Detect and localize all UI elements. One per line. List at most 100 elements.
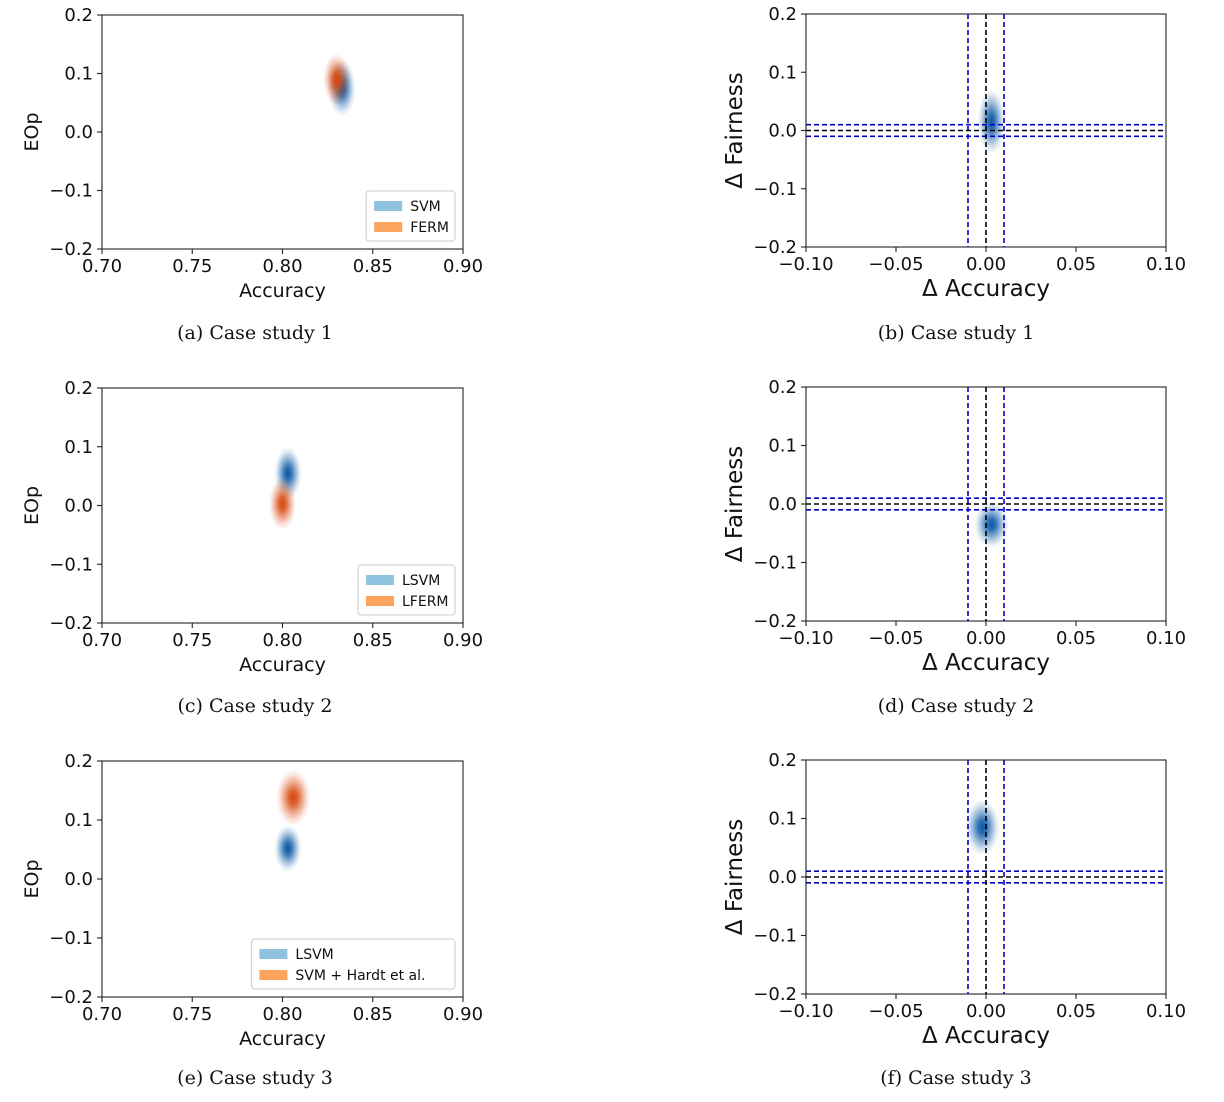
y-tick-label: 0.2	[64, 5, 93, 26]
x-tick-label: 0.05	[1056, 628, 1096, 649]
y-tick-label: 0.2	[64, 378, 93, 399]
x-axis-label: Δ Accuracy	[922, 276, 1050, 302]
x-tick-label: 0.80	[262, 256, 302, 277]
y-tick-label: 0.1	[64, 64, 93, 85]
x-tick-label: 0.75	[172, 256, 212, 277]
x-tick-label: −0.10	[778, 628, 833, 649]
y-tick-label: 0.0	[768, 121, 797, 142]
y-axis-label: EOp	[21, 486, 43, 525]
caption-e: (e) Case study 3	[177, 1067, 333, 1089]
x-tick-label: 0.90	[443, 1004, 483, 1025]
legend-swatch-a-1	[374, 222, 403, 232]
x-tick-label: 0.75	[172, 1004, 212, 1025]
y-tick-label: −0.2	[753, 237, 797, 258]
caption-a: (a) Case study 1	[177, 322, 333, 344]
density-c-1	[268, 477, 297, 531]
x-axis-label: Accuracy	[239, 280, 326, 302]
chart-a: 0.70 0.75 0.80 0.85 0.90 −0.2 −0.1 0.0 0.1 0.2 Acc…	[21, 5, 483, 344]
x-tick-label: 0.05	[1056, 1001, 1096, 1022]
legend-label: FERM	[410, 220, 449, 236]
x-tick-label: −0.10	[778, 1001, 833, 1022]
legend-label: SVM + Hardt et al.	[295, 968, 425, 984]
y-tick-label: 0.2	[64, 751, 93, 772]
x-tick-label: 0.90	[443, 256, 483, 277]
y-axis-label: EOp	[21, 112, 43, 151]
x-axis-label: Δ Accuracy	[922, 650, 1050, 676]
y-tick-label: 0.2	[768, 750, 797, 771]
x-tick-label: 0.70	[82, 256, 122, 277]
chart-e: 0.70 0.75 0.80 0.85 0.90 −0.2 −0.1 0.0 0.1 0.2 Acc…	[21, 751, 483, 1089]
caption-c: (c) Case study 2	[177, 695, 332, 717]
density-d-0	[974, 501, 1009, 548]
y-tick-label: 0.1	[64, 437, 93, 458]
y-tick-label: −0.2	[753, 611, 797, 632]
y-tick-label: −0.1	[753, 926, 797, 947]
density-b-0	[977, 89, 1006, 155]
y-tick-label: −0.2	[49, 239, 93, 260]
y-tick-label: −0.2	[49, 987, 93, 1008]
x-tick-label: 0.00	[966, 254, 1006, 275]
x-axis-label: Δ Accuracy	[922, 1023, 1050, 1049]
y-axis-label: EOp	[21, 859, 43, 898]
legend-swatch-e-1	[259, 970, 288, 980]
x-tick-label: −0.05	[868, 1001, 923, 1022]
x-tick-label: 0.70	[82, 1004, 122, 1025]
density-e-0	[274, 824, 302, 872]
x-tick-label: 0.00	[966, 628, 1006, 649]
x-tick-label: 0.80	[262, 630, 302, 651]
chart-f: −0.10 −0.05 0.00 0.05 0.10 −0.2 −0.1 0.0 0.1 0.2 Δ…	[722, 750, 1186, 1089]
density-a-1	[322, 53, 351, 106]
x-tick-label: 0.00	[966, 1001, 1006, 1022]
x-tick-label: 0.85	[353, 1004, 393, 1025]
y-tick-label: 0.0	[64, 496, 93, 517]
legend-label: LSVM	[402, 573, 440, 589]
y-tick-label: 0.1	[768, 62, 797, 83]
legend-label: LSVM	[295, 947, 333, 963]
y-tick-label: 0.0	[768, 867, 797, 888]
density-f-0	[965, 799, 1000, 856]
y-tick-label: 0.1	[768, 436, 797, 457]
x-tick-label: 0.85	[353, 256, 393, 277]
y-tick-label: −0.2	[753, 984, 797, 1005]
y-tick-label: −0.2	[49, 613, 93, 634]
legend-label: SVM	[410, 199, 441, 215]
x-tick-label: 0.10	[1146, 254, 1186, 275]
legend-swatch-a-0	[374, 201, 403, 211]
y-axis-label: Δ Fairness	[722, 819, 748, 935]
y-tick-label: 0.0	[64, 122, 93, 143]
y-tick-label: −0.1	[49, 181, 93, 202]
y-axis-label: Δ Fairness	[722, 72, 748, 188]
y-tick-label: 0.0	[64, 869, 93, 890]
y-tick-label: −0.1	[49, 554, 93, 575]
x-tick-label: 0.90	[443, 630, 483, 651]
x-tick-label: 0.75	[172, 630, 212, 651]
x-tick-label: −0.10	[778, 254, 833, 275]
y-tick-label: −0.1	[753, 553, 797, 574]
chart-d: −0.10 −0.05 0.00 0.05 0.10 −0.2 −0.1 0.0 0.1 0.2 Δ…	[722, 377, 1186, 717]
x-tick-label: 0.80	[262, 1004, 302, 1025]
density-e-1	[276, 769, 311, 826]
y-tick-label: −0.1	[753, 179, 797, 200]
x-tick-label: 0.70	[82, 630, 122, 651]
caption-d: (d) Case study 2	[878, 695, 1035, 717]
x-axis-label: Accuracy	[239, 654, 326, 676]
legend-swatch-c-1	[366, 596, 394, 606]
chart-b: −0.10 −0.05 0.00 0.05 0.10 −0.2 −0.1 0.0 0.1 0.2 Δ…	[722, 4, 1186, 344]
caption-b: (b) Case study 1	[878, 322, 1035, 344]
caption-f: (f) Case study 3	[880, 1067, 1031, 1089]
x-tick-label: 0.10	[1146, 628, 1186, 649]
x-tick-label: −0.05	[868, 628, 923, 649]
x-tick-label: −0.05	[868, 254, 923, 275]
x-tick-label: 0.85	[353, 630, 393, 651]
y-axis-label: Δ Fairness	[722, 446, 748, 562]
chart-c: 0.70 0.75 0.80 0.85 0.90 −0.2 −0.1 0.0 0.1 0.2 Acc…	[21, 378, 483, 717]
y-tick-label: 0.0	[768, 494, 797, 515]
x-tick-label: 0.10	[1146, 1001, 1186, 1022]
y-tick-label: 0.1	[768, 809, 797, 830]
x-tick-label: 0.05	[1056, 254, 1096, 275]
legend-swatch-c-0	[366, 575, 394, 585]
legend-swatch-e-0	[259, 949, 288, 959]
legend-label: LFERM	[402, 594, 449, 610]
x-axis-label: Accuracy	[239, 1028, 326, 1050]
